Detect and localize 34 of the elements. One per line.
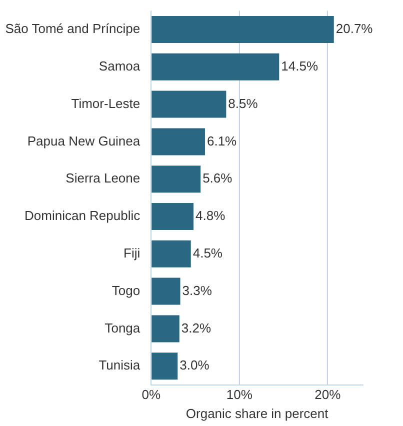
bar (152, 240, 191, 268)
bar (152, 166, 201, 193)
bar (152, 53, 280, 80)
y-tick-label: Papua New Guinea (27, 133, 141, 148)
bar (152, 202, 194, 230)
y-tick-label: Fiji (124, 245, 140, 260)
data-label: 14.5% (281, 58, 318, 74)
y-tick-label: Togo (112, 282, 140, 298)
data-label: 6.1% (206, 133, 238, 148)
bar (152, 128, 205, 156)
y-tick-label: Tonga (104, 320, 141, 336)
bar (152, 16, 334, 44)
y-tick-label: Sierra Leone (66, 170, 140, 186)
bar (152, 315, 180, 342)
y-tick-label: Samoa (98, 58, 141, 74)
bar (152, 90, 226, 118)
data-label: 5.6% (202, 170, 233, 186)
data-label: 3.3% (182, 282, 212, 298)
x-tick-label: 0% (142, 387, 161, 402)
y-tick-label: Dominican Republic (24, 208, 141, 224)
y-tick-label: São Tomé and Príncipe (5, 21, 140, 36)
x-tick-label: 20% (314, 387, 342, 402)
bar (152, 278, 180, 305)
x-tick-label: 10% (226, 387, 253, 402)
y-tick-label: Timor-Leste (71, 96, 140, 111)
data-label: 4.5% (192, 245, 223, 260)
data-label: 3.0% (180, 358, 210, 373)
bar (152, 352, 178, 380)
x-axis-title: Organic share in percent (186, 406, 329, 421)
data-label: 4.8% (196, 208, 226, 224)
data-label: 8.5% (228, 96, 258, 111)
y-tick-label: Tunisia (98, 358, 141, 373)
data-label: 20.7% (336, 21, 374, 36)
data-label: 3.2% (181, 320, 212, 336)
